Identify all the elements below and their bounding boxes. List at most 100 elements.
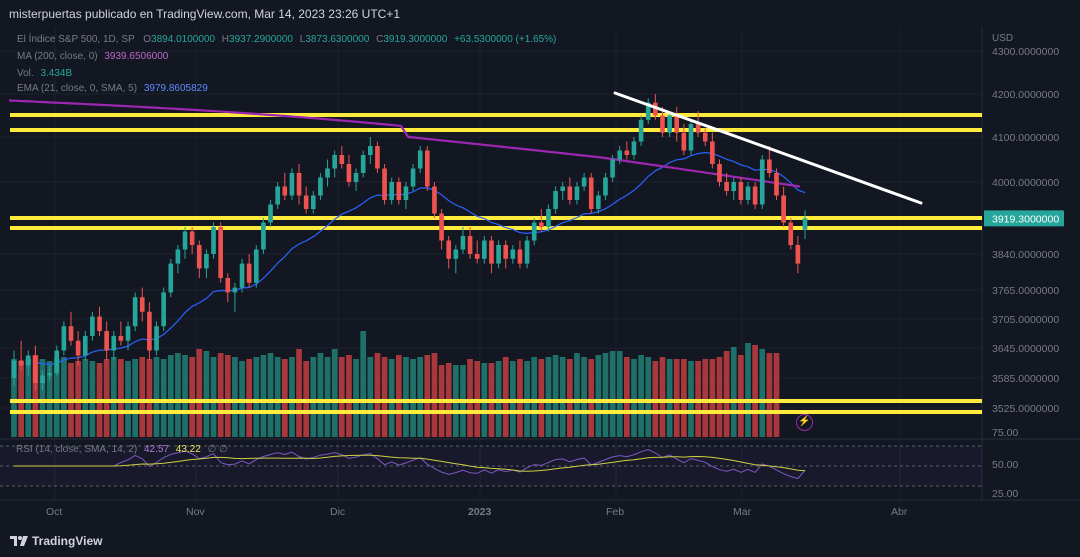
volume-bar [766,353,773,437]
volume-bar [638,355,644,437]
price-tick-label: 4000.0000000 [992,177,1059,189]
volume-bar [673,359,680,437]
candle-body [161,292,166,327]
price-tick-label: 3645.0000000 [992,343,1059,355]
price-tick-label: 4200.0000000 [992,89,1059,101]
candle-body [410,168,416,187]
candle-body [211,227,216,254]
volume-bar [417,357,424,437]
candle-body [360,155,366,173]
candle [310,191,316,214]
support-resistance-line [10,226,982,230]
candle [97,306,102,336]
candle [125,321,131,351]
rsi-sma-value: 43.22 [175,444,201,455]
time-tick-label: Abr [891,506,908,518]
ema-value: 3979.8605829 [143,83,208,94]
close-value: 3919.3000000 [383,34,448,45]
volume-bar [723,351,730,437]
candle-body [624,150,630,155]
support-resistance-line [10,128,982,132]
candle-body [752,186,758,205]
symbol-legend: El Índice S&P 500, 1D, SP O3894.0100000 … [17,34,556,45]
volume-bar [331,349,338,437]
candle-body [289,173,295,196]
candle [417,146,423,173]
candle-body [453,249,459,259]
volume-bar [11,359,17,437]
volume-bar [25,359,32,437]
lightning-icon[interactable]: ⚡ [796,414,813,431]
candle [104,321,109,361]
candle [517,240,523,269]
volume-bar [253,357,260,437]
candle-body [367,146,373,155]
volume-bar [410,359,416,437]
last-price-badge [984,210,1064,227]
candle-body [132,297,138,327]
candle [268,200,273,227]
candle-body [218,227,223,278]
candle-body [296,173,302,196]
price-tick-label: 3585.0000000 [992,373,1059,385]
close-label: C [376,34,384,45]
candle-body [382,168,387,200]
candle-body [253,249,259,283]
candle-body [517,249,523,264]
candle-body [702,132,708,142]
candle [774,168,779,200]
candle-body [239,263,245,288]
ema-legend: EMA (21, close, 0, SMA, 5) 3979.8605829 [17,83,208,94]
candle [282,173,288,200]
candle [154,321,159,356]
candle [118,321,124,346]
volume-bar [310,357,317,437]
ma-value: 3939.6506000 [104,51,169,62]
symbol-name: El Índice S&P 500, 1D, SP [17,34,135,45]
candle [567,177,573,205]
volume-bar [531,357,538,437]
candle [581,173,587,191]
candle [767,146,772,178]
time-tick-label: Mar [733,506,752,518]
candle [424,146,430,191]
candle [61,321,67,356]
candle-body [531,222,537,241]
candle [139,287,145,322]
candle-body [788,222,794,245]
candle [346,155,352,187]
candle-body [581,177,587,187]
candle-body [482,240,487,259]
volume-bar [502,357,509,437]
volume-bar [773,353,780,437]
low-label: L [299,34,306,45]
candle-body [318,177,323,196]
candle [460,227,466,254]
candle-body [82,335,88,356]
time-tick-label: Nov [186,506,205,518]
time-tick-label: Dic [330,506,345,518]
candle-body [638,119,644,142]
candle-body [118,335,124,341]
candle-body [759,159,765,205]
candle-body [681,132,687,151]
candle [225,273,231,303]
candle [759,155,765,209]
rsi-value: 42.57 [143,444,169,455]
candle [539,209,544,232]
candle [432,182,437,218]
volume-bar [517,359,523,437]
candle-body [617,150,623,160]
ema-label: EMA (21, close, 0, SMA, 5) [17,83,138,94]
candle [68,311,74,346]
candle [467,227,473,259]
candle-body [353,173,359,182]
volume-bar [267,353,274,437]
volume-bar [581,357,587,437]
candle [638,115,644,146]
price-chart[interactable]: USD 4300.0000000 4200.0000000 4100.0000000 4… [0,0,1080,527]
volume-bar [374,353,381,437]
price-tick-label: 3705.0000000 [992,314,1059,326]
volume-bar [317,353,324,437]
volume-bar [431,353,438,437]
